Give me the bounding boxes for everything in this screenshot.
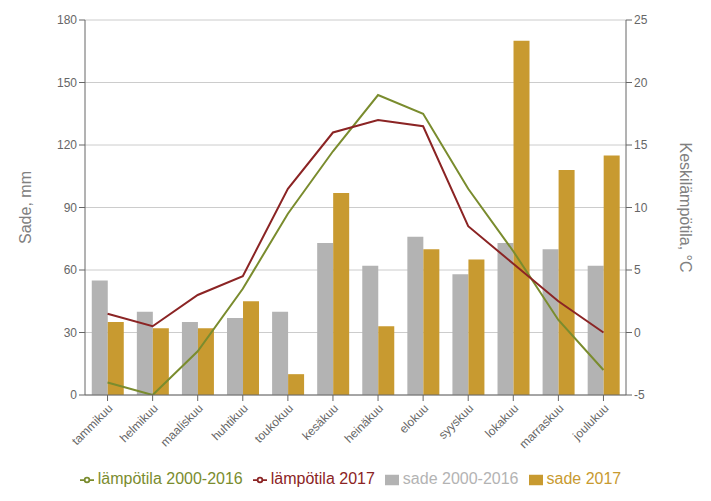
svg-text:0: 0 [70,388,77,402]
html-text:lämpötila 2000-2016: lämpötila 2000-2016 [97,470,243,487]
svg-text:syyskuu: syyskuu [436,401,477,442]
svg-text:20: 20 [634,76,648,90]
html-text:sade 2000-2016: sade 2000-2016 [402,470,519,487]
svg-text:10: 10 [634,201,648,215]
svg-text:30: 30 [64,326,78,340]
svg-text:huhtikuu: huhtikuu [209,401,251,443]
svg-text:0: 0 [634,326,641,340]
svg-text:tammikuu: tammikuu [69,401,116,448]
svg-text:90: 90 [64,201,78,215]
html-text:sade 2017: sade 2017 [546,470,622,487]
svg-text:lokakuu: lokakuu [482,401,521,440]
svg-text:kesäkuu: kesäkuu [300,401,342,443]
svg-text:Keskilämpötila, °C: Keskilämpötila, °C [677,143,694,273]
svg-text:15: 15 [634,138,648,152]
svg-text:25: 25 [634,13,648,27]
html-text:lämpötila 2017: lämpötila 2017 [270,470,375,487]
svg-text:toukokuu: toukokuu [252,401,296,445]
svg-text:150: 150 [57,76,77,90]
svg-text:-5: -5 [634,388,645,402]
svg-text:120: 120 [57,138,77,152]
svg-text:180: 180 [57,13,77,27]
svg-text:joulukuu: joulukuu [569,401,611,443]
svg-text:marraskuu: marraskuu [517,401,567,451]
svg-text:heinäkuu: heinäkuu [342,401,386,445]
svg-text:60: 60 [64,263,78,277]
svg-text:helmikuu: helmikuu [117,401,161,445]
svg-text:5: 5 [634,263,641,277]
svg-text:Sade, mm: Sade, mm [17,171,34,244]
svg-text:elokuu: elokuu [396,401,431,436]
svg-text:maaliskuu: maaliskuu [158,401,206,449]
